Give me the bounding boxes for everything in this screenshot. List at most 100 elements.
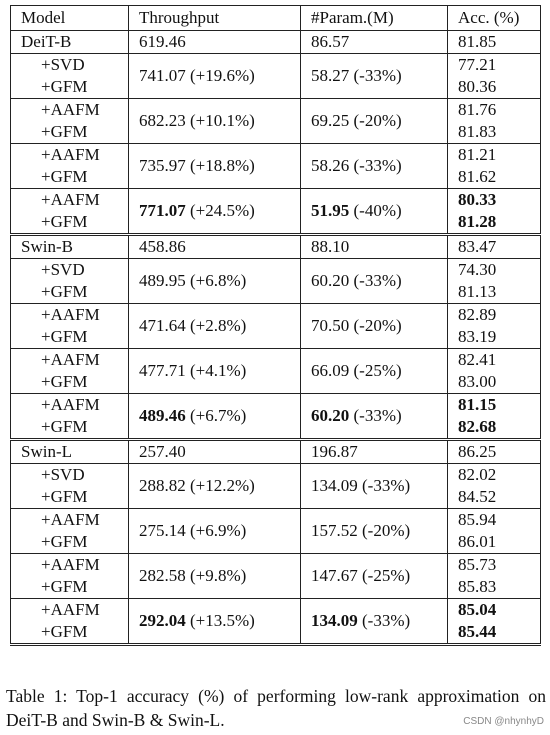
method-line: +GFM (41, 577, 88, 596)
acc-value: 74.30 (458, 260, 497, 279)
method-line: +SVD (41, 260, 85, 279)
acc-value: 82.41 (458, 350, 497, 369)
method-line: +SVD (41, 55, 85, 74)
throughput-value: 471.64 (139, 316, 186, 335)
throughput-value: 282.58 (139, 566, 186, 585)
acc-cell: 85.04 85.44 (447, 598, 541, 646)
throughput-value: 682.23 (139, 111, 186, 130)
params-cell: 60.20 (-33%) (300, 393, 448, 440)
throughput-cell: 741.07 (+19.6%) (128, 53, 301, 99)
throughput-delta: (+4.1%) (190, 361, 247, 380)
throughput-value: 275.14 (139, 521, 186, 540)
throughput-value: 735.97 (139, 156, 186, 175)
params-cell: 70.50 (-20%) (300, 303, 448, 349)
throughput-delta: (+9.8%) (190, 566, 247, 585)
params-value: 157.52 (311, 521, 358, 540)
method-cell: +AAFM +GFM (10, 393, 129, 440)
method-row: +AAFM +GFM 282.58 (+9.8%) 147.67 (-25%) 85.7… (10, 553, 541, 599)
method-row: +SVD +GFM 741.07 (+19.6%) 58.27 (-33%) 77.21… (10, 53, 541, 99)
acc-value: 81.13 (458, 282, 497, 301)
acc-cell: 80.33 81.28 (447, 188, 541, 235)
params-value: 66.09 (311, 361, 350, 380)
acc-cell: 74.30 81.13 (447, 258, 541, 304)
throughput-value: 288.82 (139, 476, 186, 495)
method-cell: +SVD +GFM (10, 463, 129, 509)
params-cell: 157.52 (-20%) (300, 508, 448, 554)
cell: Swin-B (10, 233, 129, 259)
throughput-value: 489.95 (139, 271, 186, 290)
cell: DeiT-B (10, 30, 129, 54)
cell: 196.87 (300, 438, 448, 464)
throughput-cell: 735.97 (+18.8%) (128, 143, 301, 189)
watermark: CSDN @nhynhyD (463, 716, 544, 727)
acc-value: 81.76 (458, 100, 497, 119)
acc-cell: 85.94 86.01 (447, 508, 541, 554)
header-cell: Model (10, 5, 129, 31)
method-line: +AAFM (41, 145, 100, 164)
baseline-row: Swin-L 257.40 196.87 86.25 (10, 438, 541, 464)
params-delta: (-40%) (353, 201, 402, 220)
method-line: +GFM (41, 487, 88, 506)
params-delta: (-25%) (353, 361, 402, 380)
params-cell: 58.27 (-33%) (300, 53, 448, 99)
acc-value: 81.28 (458, 212, 497, 231)
throughput-cell: 471.64 (+2.8%) (128, 303, 301, 349)
throughput-value: 741.07 (139, 66, 186, 85)
params-cell: 69.25 (-20%) (300, 98, 448, 144)
params-delta: (-33%) (362, 476, 411, 495)
method-line: +GFM (41, 77, 88, 96)
acc-cell: 77.21 80.36 (447, 53, 541, 99)
throughput-cell: 489.95 (+6.8%) (128, 258, 301, 304)
throughput-cell: 292.04 (+13.5%) (128, 598, 301, 646)
params-delta: (-33%) (353, 156, 402, 175)
throughput-value: 292.04 (139, 611, 186, 630)
method-cell: +AAFM +GFM (10, 98, 129, 144)
params-cell: 51.95 (-40%) (300, 188, 448, 235)
method-cell: +AAFM +GFM (10, 348, 129, 394)
throughput-cell: 682.23 (+10.1%) (128, 98, 301, 144)
acc-value: 84.52 (458, 487, 497, 506)
acc-cell: 82.89 83.19 (447, 303, 541, 349)
acc-value: 82.02 (458, 465, 497, 484)
params-value: 58.26 (311, 156, 350, 175)
method-line: +AAFM (41, 555, 100, 574)
params-value: 134.09 (311, 611, 358, 630)
throughput-cell: 477.71 (+4.1%) (128, 348, 301, 394)
params-delta: (-20%) (353, 316, 402, 335)
params-delta: (-25%) (362, 566, 411, 585)
throughput-cell: 275.14 (+6.9%) (128, 508, 301, 554)
method-line: +GFM (41, 532, 88, 551)
params-delta: (-20%) (362, 521, 411, 540)
method-cell: +SVD +GFM (10, 258, 129, 304)
throughput-cell: 288.82 (+12.2%) (128, 463, 301, 509)
baseline-row: Swin-B 458.86 88.10 83.47 (10, 233, 541, 259)
method-cell: +SVD +GFM (10, 53, 129, 99)
throughput-delta: (+12.2%) (190, 476, 255, 495)
acc-value: 81.62 (458, 167, 497, 186)
acc-value: 77.21 (458, 55, 497, 74)
method-line: +SVD (41, 465, 85, 484)
params-value: 51.95 (311, 201, 350, 220)
params-value: 58.27 (311, 66, 350, 85)
params-cell: 66.09 (-25%) (300, 348, 448, 394)
acc-value: 83.00 (458, 372, 497, 391)
params-cell: 58.26 (-33%) (300, 143, 448, 189)
acc-value: 80.36 (458, 77, 497, 96)
cell: 81.85 (447, 30, 541, 54)
acc-value: 85.04 (458, 600, 497, 619)
method-cell: +AAFM +GFM (10, 508, 129, 554)
cell: 83.47 (447, 233, 541, 259)
throughput-delta: (+19.6%) (190, 66, 255, 85)
acc-value: 85.94 (458, 510, 497, 529)
params-value: 60.20 (311, 406, 350, 425)
throughput-delta: (+6.7%) (190, 406, 247, 425)
acc-value: 80.33 (458, 190, 497, 209)
throughput-delta: (+10.1%) (190, 111, 255, 130)
throughput-delta: (+24.5%) (190, 201, 255, 220)
header-cell: #Param.(M) (300, 5, 448, 31)
acc-cell: 81.15 82.68 (447, 393, 541, 440)
params-cell: 147.67 (-25%) (300, 553, 448, 599)
params-cell: 134.09 (-33%) (300, 598, 448, 646)
cell: 86.57 (300, 30, 448, 54)
method-row: +AAFM +GFM 735.97 (+18.8%) 58.26 (-33%) 81.2… (10, 143, 541, 189)
